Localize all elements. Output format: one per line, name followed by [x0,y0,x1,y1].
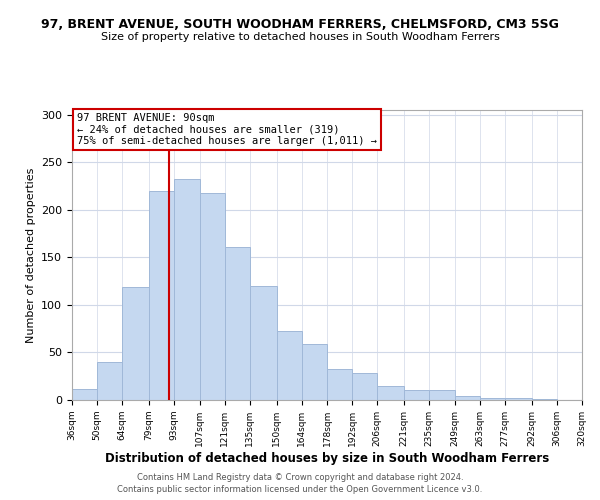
Bar [455,396,479,400]
Bar [277,330,302,400]
Bar [479,398,505,400]
Text: Contains HM Land Registry data © Crown copyright and database right 2024.: Contains HM Land Registry data © Crown c… [137,472,463,482]
Text: 97 BRENT AVENUE: 90sqm
← 24% of detached houses are smaller (319)
75% of semi-de: 97 BRENT AVENUE: 90sqm ← 24% of detached… [77,113,377,146]
Bar [175,180,199,400]
Bar [377,386,404,400]
Bar [149,191,175,400]
Bar [327,368,352,400]
Bar [97,362,122,400]
Bar [122,287,149,400]
Bar [302,344,327,400]
Bar [72,388,97,400]
Bar [250,286,277,400]
Bar [352,374,377,400]
Bar [430,390,455,400]
Text: Size of property relative to detached houses in South Woodham Ferrers: Size of property relative to detached ho… [101,32,499,42]
Text: Contains public sector information licensed under the Open Government Licence v3: Contains public sector information licen… [118,485,482,494]
Bar [224,247,250,400]
Bar [505,398,532,400]
Y-axis label: Number of detached properties: Number of detached properties [26,168,35,342]
Text: 97, BRENT AVENUE, SOUTH WOODHAM FERRERS, CHELMSFORD, CM3 5SG: 97, BRENT AVENUE, SOUTH WOODHAM FERRERS,… [41,18,559,30]
Bar [199,192,224,400]
Bar [532,399,557,400]
Bar [404,390,430,400]
X-axis label: Distribution of detached houses by size in South Woodham Ferrers: Distribution of detached houses by size … [105,452,549,464]
